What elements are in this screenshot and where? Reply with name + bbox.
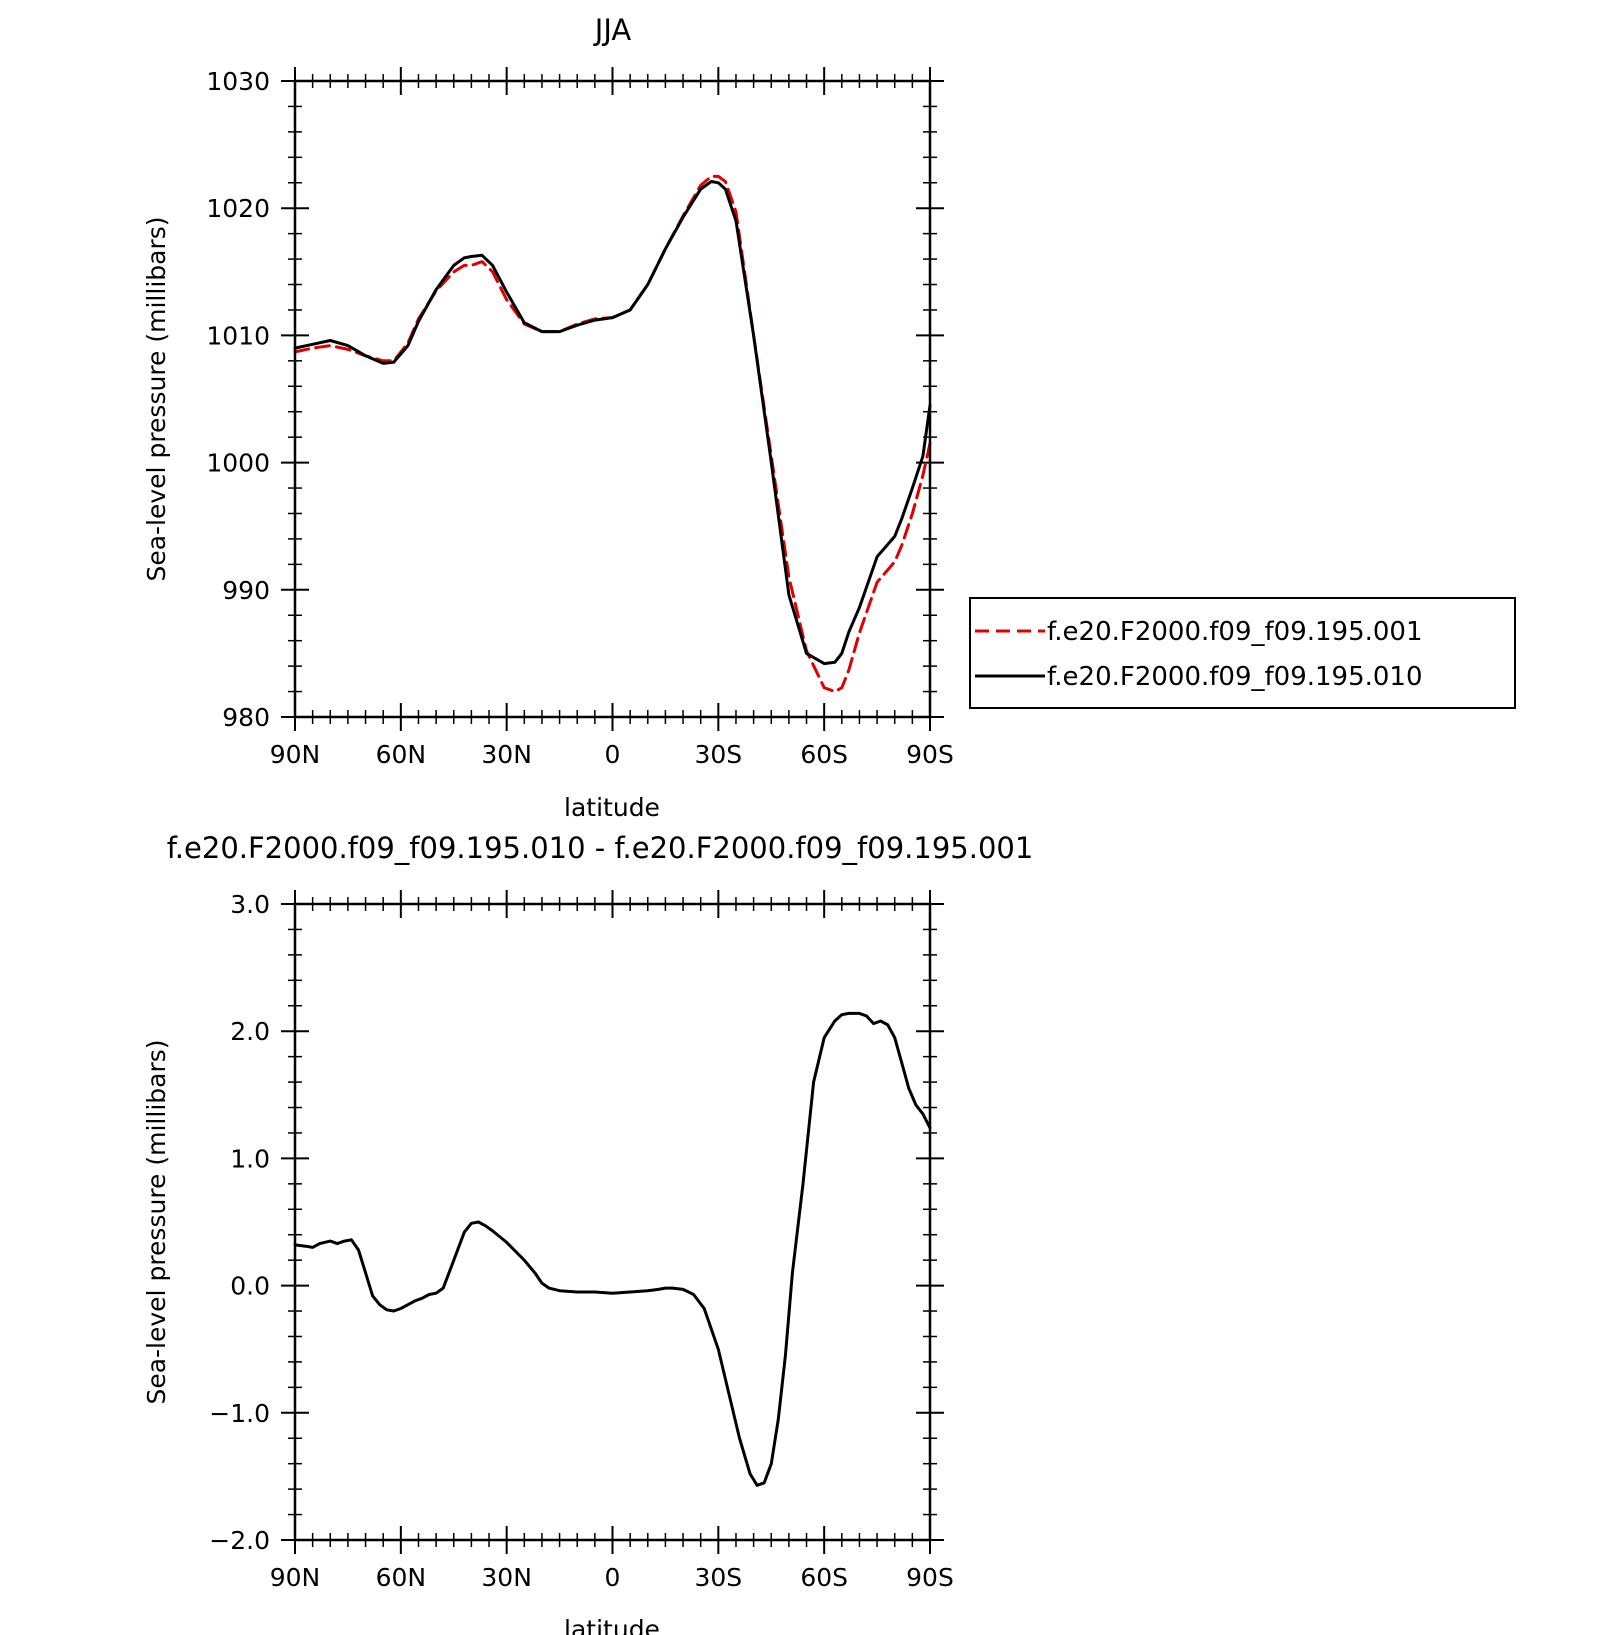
tick-labels: 90N 60N 30N 0 30S 60S 90S −2.0 −1.0 0.0 1.0 2.0 3.0: [209, 890, 954, 1592]
x-axis-label: latitude: [564, 1615, 660, 1635]
x-tick-label: 30S: [694, 740, 742, 769]
series-line: [293, 180, 932, 666]
x-tick-label: 0: [605, 1563, 621, 1592]
x-tick-label: 90S: [906, 740, 954, 769]
y-tick-label: 980: [222, 703, 270, 732]
x-tick-label: 60S: [800, 1563, 848, 1592]
y-axis-label: Sea-level pressure (millibars): [142, 216, 171, 581]
x-tick-label: 0: [605, 740, 621, 769]
chart-title: f.e20.F2000.f09_f09.195.010 - f.e20.F200…: [167, 831, 1034, 865]
x-tick-label: 60N: [376, 740, 427, 769]
x-tick-label: 90N: [270, 740, 321, 769]
y-tick-label: 1000: [206, 449, 270, 478]
series-line: [293, 1011, 932, 1487]
x-tick-label: 60N: [376, 1563, 427, 1592]
slp-jja-chart: JJA 90N 60N 30N 0 30S 60S 90S 980 990 1000 1010 102…: [142, 13, 1516, 822]
x-tick-label: 60S: [800, 740, 848, 769]
y-axis-label: Sea-level pressure (millibars): [142, 1039, 171, 1404]
x-tick-label: 30S: [694, 1563, 742, 1592]
series-lines: [293, 174, 932, 694]
y-tick-label: 2.0: [230, 1017, 270, 1046]
plot-frame: [293, 79, 932, 719]
chart-title: JJA: [593, 13, 632, 47]
y-tick-label: 1010: [206, 321, 270, 350]
y-tick-label: −2.0: [209, 1526, 270, 1555]
y-tick-label: 990: [222, 576, 270, 605]
x-tick-label: 30N: [481, 740, 532, 769]
y-tick-label: −1.0: [209, 1399, 270, 1428]
y-tick-label: 1020: [206, 194, 270, 223]
slp-difference-chart: f.e20.F2000.f09_f09.195.010 - f.e20.F200…: [142, 831, 1033, 1635]
legend-label-001: f.e20.F2000.f09_f09.195.001: [1047, 617, 1423, 647]
plot-frame: [293, 902, 932, 1542]
y-tick-label: 3.0: [230, 890, 270, 919]
legend: f.e20.F2000.f09_f09.195.001 f.e20.F2000.…: [969, 597, 1516, 709]
x-tick-label: 30N: [481, 1563, 532, 1592]
legend-box: [969, 597, 1516, 709]
legend-label-010: f.e20.F2000.f09_f09.195.010: [1047, 662, 1423, 692]
y-tick-label: 1.0: [230, 1144, 270, 1173]
x-tick-label: 90S: [906, 1563, 954, 1592]
x-axis-label: latitude: [564, 793, 660, 822]
y-tick-label: 0.0: [230, 1272, 270, 1301]
series-lines: [293, 1011, 932, 1487]
y-tick-label: 1030: [206, 67, 270, 96]
tick-labels: 90N 60N 30N 0 30S 60S 90S 980 990 1000 1010 1020 103…: [206, 67, 953, 769]
x-tick-label: 90N: [270, 1563, 321, 1592]
